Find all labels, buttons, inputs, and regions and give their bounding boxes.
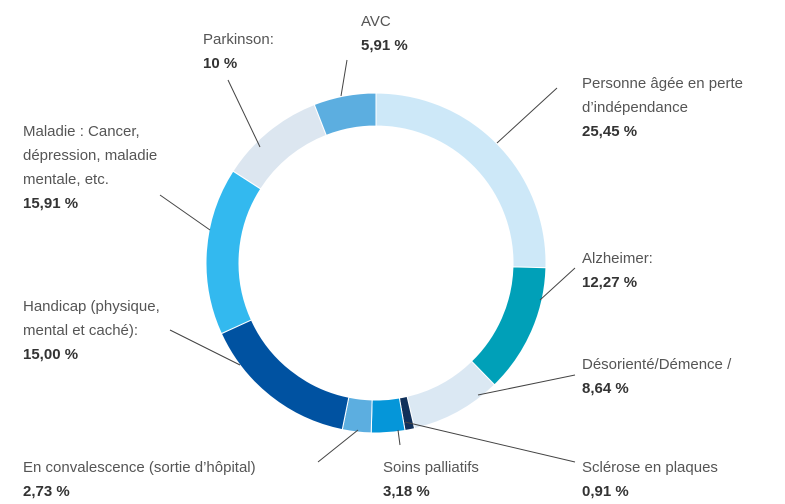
leader-line [340,59,348,97]
category-label: Sclérose en plaques [582,459,718,476]
value-label: 3,18 % [383,483,430,500]
value-label: 2,73 % [23,483,70,500]
slice-label: Alzheimer: 12,27 % [582,247,782,295]
slice-label: AVC 5,91 % [361,10,461,58]
donut-segment [313,92,377,136]
leader-line [539,267,576,301]
value-label: 25,45 % [582,123,638,140]
category-label: Alzheimer: [582,250,653,267]
slice-label: Parkinson: 10 % [203,28,323,76]
donut-segment [232,103,327,190]
value-label: 10 % [203,55,238,72]
leader-line [227,79,261,148]
category-label: En convalescence (sortie d’hôpital) [23,459,256,476]
slice-label: En convalescence (sortie d’hôpital) 2,73 … [23,456,353,504]
slice-label: Sclérose en plaques 0,91 % [582,456,782,504]
value-label: 15,00 % [23,346,79,363]
category-label: Maladie : Cancer, dépression, maladie me… [23,123,158,188]
value-label: 15,91 % [23,195,79,212]
slice-label: Soins palliatifs 3,18 % [383,456,523,504]
leader-line [317,429,359,463]
category-label: Désorienté/Démence / [582,356,732,373]
slice-label: Désorienté/Démence / 8,64 % [582,353,782,401]
donut-segment [370,397,406,434]
leader-line [404,421,576,463]
value-label: 5,91 % [361,37,408,54]
donut-segment [375,92,547,269]
value-label: 12,27 % [582,274,638,291]
slice-label: Maladie : Cancer, dépression, maladie me… [23,120,201,216]
category-label: Handicap (physique, mental et caché): [23,298,160,339]
slice-label: Personne âgée en perte d’indépendance 25,… [582,72,777,144]
category-label: AVC [361,13,391,30]
leader-line [397,429,401,446]
donut-segment [470,266,547,386]
donut-segment [406,360,496,430]
leader-line [159,194,211,231]
leader-line [477,374,576,396]
category-label: Personne âgée en perte d’indépendance [582,75,743,116]
donut-segment [205,170,262,335]
leader-line [496,87,558,144]
slice-label: Handicap (physique, mental et caché): 15,… [23,295,188,367]
category-label: Parkinson: [203,31,274,48]
leader-line [169,329,241,366]
donut-segment [220,319,350,431]
value-label: 8,64 % [582,380,629,397]
value-label: 0,91 % [582,483,629,500]
category-label: Soins palliatifs [383,459,479,476]
